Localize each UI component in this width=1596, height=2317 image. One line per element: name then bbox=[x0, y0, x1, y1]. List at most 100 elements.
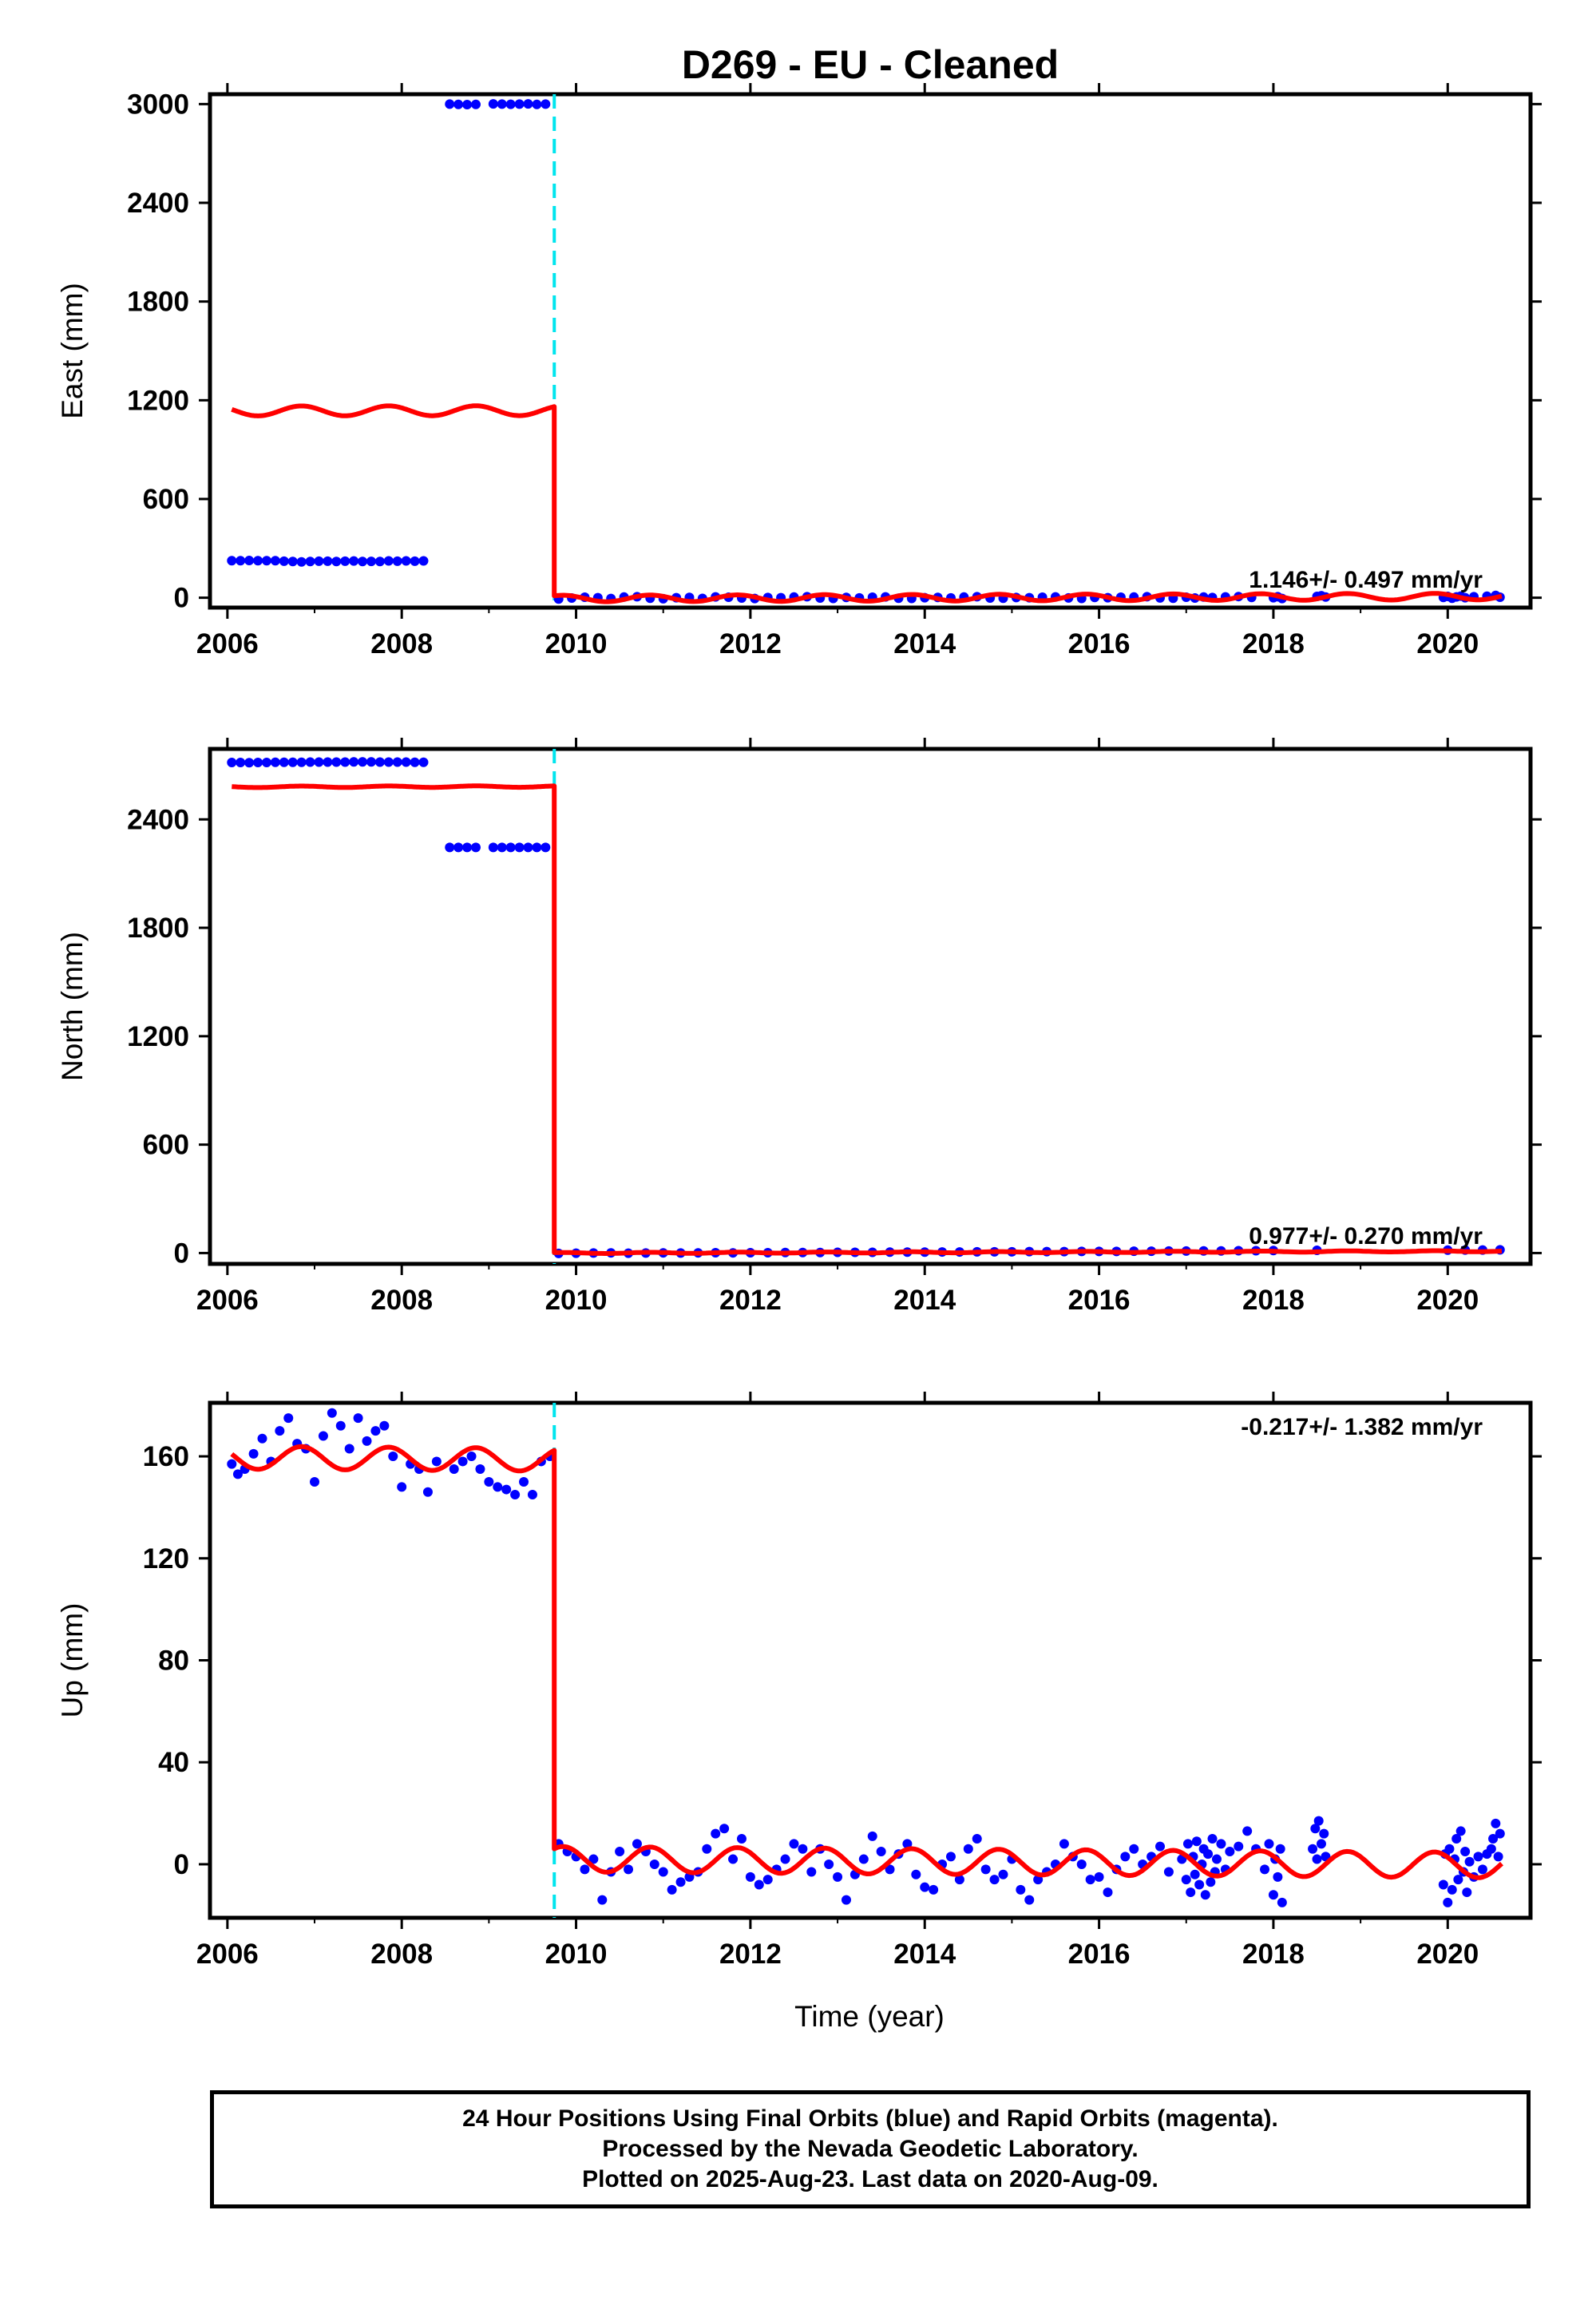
observation-point bbox=[466, 1452, 477, 1462]
observation-point bbox=[445, 842, 455, 853]
processing-note-line-3: Plotted on 2025-Aug-23. Last data on 202… bbox=[582, 2166, 1158, 2192]
observation-point bbox=[275, 1426, 285, 1436]
observation-point bbox=[667, 1884, 677, 1895]
observation-point bbox=[1234, 1841, 1244, 1852]
x-tick-label: 2006 bbox=[196, 1285, 259, 1316]
x-tick-label: 2012 bbox=[719, 1285, 782, 1316]
observation-point bbox=[340, 757, 350, 767]
observation-point bbox=[1085, 1875, 1095, 1885]
observation-point bbox=[514, 99, 525, 109]
observation-point bbox=[1190, 1869, 1200, 1879]
velocity-rate-label: 0.977+/- 0.270 mm/yr bbox=[1249, 1223, 1483, 1250]
x-tick-label: 2006 bbox=[196, 628, 259, 659]
observation-point bbox=[624, 1864, 634, 1875]
x-tick-label: 2012 bbox=[719, 628, 782, 659]
chart-title: D269 - EU - Cleaned bbox=[682, 42, 1059, 87]
observation-point bbox=[1308, 1844, 1318, 1854]
observation-point bbox=[484, 1476, 494, 1487]
observation-point bbox=[488, 842, 498, 853]
x-tick-label: 2008 bbox=[370, 1939, 433, 1970]
observation-point bbox=[1225, 1846, 1235, 1856]
model-fit-line bbox=[230, 1444, 1504, 1880]
observation-point bbox=[227, 757, 237, 767]
observation-point bbox=[236, 757, 246, 767]
observation-point bbox=[649, 1859, 659, 1869]
observation-point bbox=[702, 1844, 712, 1854]
observation-point bbox=[374, 556, 385, 567]
observation-point bbox=[318, 1431, 328, 1441]
observation-point bbox=[745, 1871, 755, 1882]
observation-point bbox=[493, 1482, 503, 1492]
observation-point bbox=[1462, 1887, 1472, 1898]
x-tick-label: 2016 bbox=[1068, 628, 1131, 659]
observation-point bbox=[335, 1420, 346, 1431]
observation-point bbox=[514, 842, 525, 853]
observation-point bbox=[1216, 1839, 1226, 1849]
observation-point bbox=[527, 1489, 537, 1499]
observation-point bbox=[331, 757, 342, 767]
observation-point bbox=[806, 1867, 817, 1877]
observation-point bbox=[232, 1469, 243, 1479]
processing-note-box: 24 Hour Positions Using Final Orbits (bl… bbox=[210, 2090, 1531, 2208]
observation-point bbox=[397, 1482, 407, 1492]
observation-point bbox=[1016, 1884, 1026, 1895]
observation-point bbox=[374, 757, 385, 767]
observation-point bbox=[945, 1852, 956, 1862]
observation-point bbox=[1275, 1844, 1285, 1854]
observation-point bbox=[287, 757, 298, 767]
observation-point bbox=[1186, 1887, 1196, 1898]
observation-point bbox=[885, 1864, 895, 1875]
observation-point bbox=[244, 758, 255, 768]
observation-point bbox=[314, 556, 324, 566]
observation-point bbox=[1310, 1824, 1321, 1834]
observation-point bbox=[1319, 1828, 1329, 1839]
observation-point bbox=[449, 1464, 459, 1475]
observation-point bbox=[418, 556, 429, 566]
observation-point bbox=[1194, 1879, 1205, 1890]
observation-point bbox=[358, 556, 368, 567]
observation-point bbox=[1312, 1854, 1322, 1864]
observation-point bbox=[270, 757, 280, 767]
plot-frame bbox=[208, 92, 1533, 610]
observation-point bbox=[1242, 1826, 1253, 1836]
velocity-rate-label: 1.146+/- 0.497 mm/yr bbox=[1249, 567, 1483, 593]
observation-point bbox=[523, 99, 533, 109]
x-tick-label: 2020 bbox=[1416, 1939, 1479, 1970]
x-axis-label: Time (year) bbox=[794, 2000, 945, 2033]
observation-point bbox=[501, 1484, 512, 1495]
observation-point bbox=[736, 1834, 747, 1844]
observation-point bbox=[422, 1487, 433, 1497]
observation-point bbox=[327, 1408, 337, 1418]
observation-point bbox=[370, 1426, 381, 1436]
observation-point bbox=[1488, 1834, 1499, 1844]
observation-point bbox=[1182, 1839, 1193, 1849]
observation-point bbox=[972, 1834, 982, 1844]
observation-point bbox=[902, 1839, 913, 1849]
observation-point bbox=[497, 842, 507, 853]
observation-point bbox=[1203, 1849, 1214, 1860]
y-tick-label: 0 bbox=[174, 1849, 189, 1880]
observation-point bbox=[470, 99, 481, 109]
observation-point bbox=[541, 842, 551, 853]
observation-point bbox=[227, 1459, 237, 1469]
observation-point bbox=[248, 1448, 259, 1459]
observation-point bbox=[1200, 1890, 1210, 1900]
observation-point bbox=[462, 842, 473, 853]
observation-point bbox=[980, 1864, 991, 1875]
observation-point bbox=[453, 842, 464, 853]
data-layer bbox=[227, 749, 1505, 1264]
x-tick-label: 2020 bbox=[1416, 628, 1479, 659]
observation-point bbox=[1206, 1877, 1216, 1887]
observation-point bbox=[287, 556, 298, 567]
observation-point bbox=[1443, 1897, 1453, 1907]
observation-point bbox=[1181, 1875, 1191, 1885]
observation-point bbox=[1316, 1839, 1326, 1849]
observation-point bbox=[510, 1489, 521, 1499]
observation-point bbox=[261, 556, 271, 566]
observation-point bbox=[789, 1839, 799, 1849]
y-tick-label: 1800 bbox=[127, 913, 189, 944]
observation-point bbox=[453, 99, 464, 109]
observation-point bbox=[597, 1895, 608, 1905]
y-tick-label: 2400 bbox=[127, 188, 189, 219]
observation-point bbox=[279, 556, 289, 566]
